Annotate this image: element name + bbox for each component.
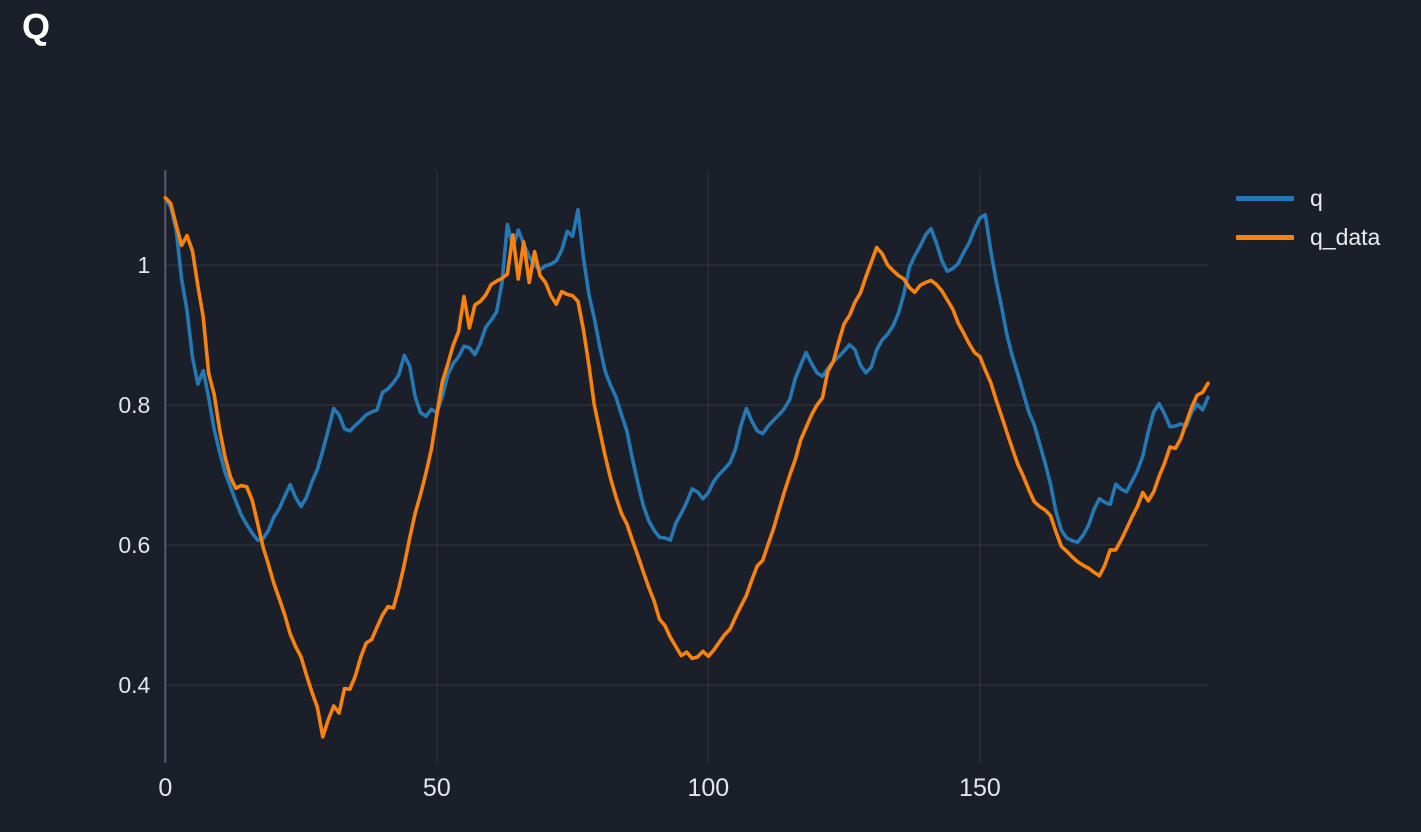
legend-label: q_data bbox=[1310, 224, 1381, 251]
series-line-q_data[interactable] bbox=[163, 196, 1210, 739]
y-tick-label: 1 bbox=[138, 252, 151, 278]
y-tick-label: 0.6 bbox=[118, 532, 150, 558]
x-tick-label: 100 bbox=[688, 774, 730, 802]
legend-item-q[interactable]: q bbox=[1236, 185, 1380, 211]
legend-swatch-q-data bbox=[1236, 235, 1294, 241]
legend-swatch-q bbox=[1236, 196, 1294, 202]
x-tick-label: 0 bbox=[158, 774, 172, 802]
legend-item-q-data[interactable]: q_data bbox=[1236, 224, 1381, 251]
legend: q q_data bbox=[1236, 185, 1381, 251]
x-tick-label: 150 bbox=[959, 774, 1001, 802]
series-line-q[interactable] bbox=[163, 196, 1210, 545]
x-tick-label: 50 bbox=[423, 774, 451, 802]
y-tick-label: 0.8 bbox=[118, 392, 150, 418]
chart-title: Q bbox=[22, 6, 51, 47]
y-tick-label: 0.4 bbox=[118, 672, 150, 698]
legend-label: q bbox=[1310, 185, 1323, 211]
